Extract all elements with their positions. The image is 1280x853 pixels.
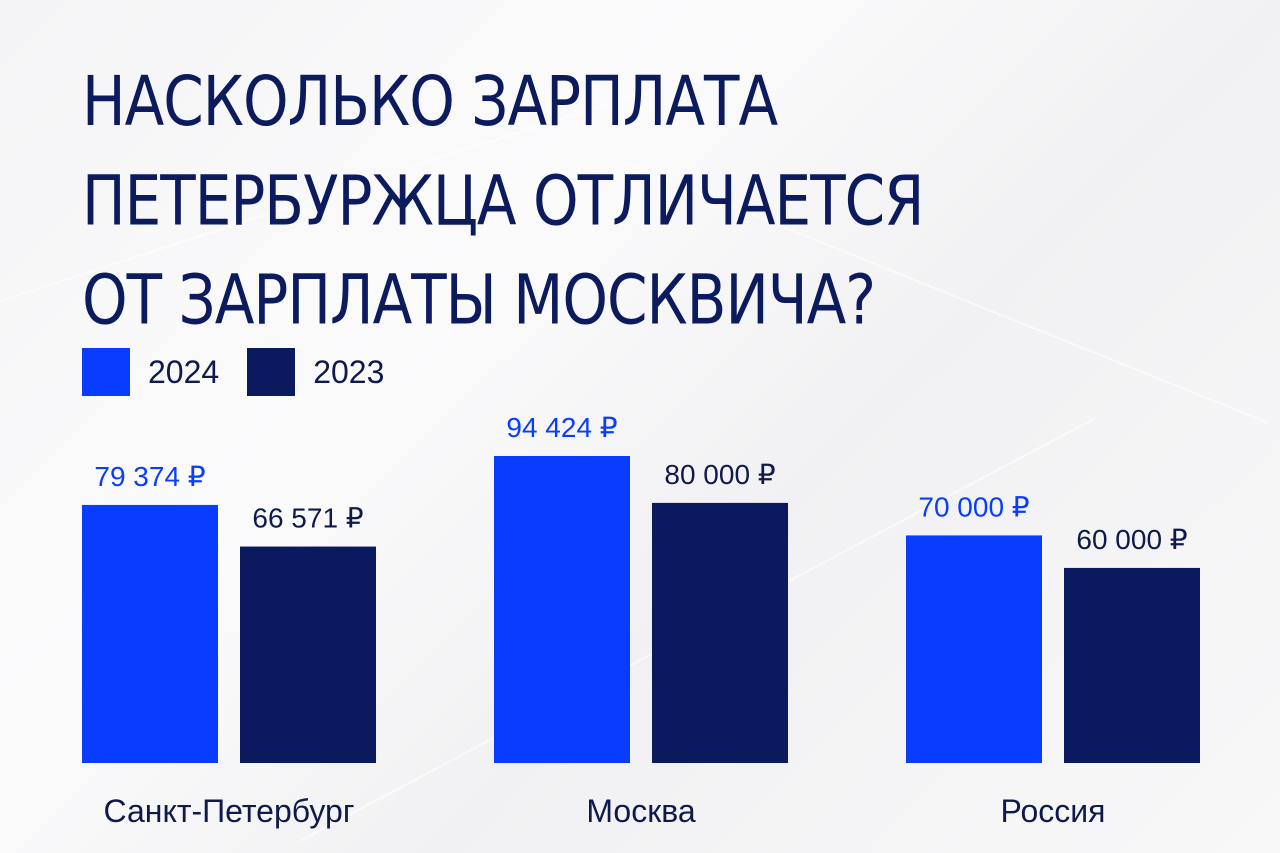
legend-label-2024: 2024 [148,353,220,390]
value-label-moscow-2024: 94 424 ₽ [506,412,617,443]
value-label-russia-2023: 60 000 ₽ [1076,524,1187,555]
bar-russia-2024 [906,535,1042,763]
legend-item-2024: 2024 [82,348,219,396]
legend-item-2023: 2023 [247,348,384,396]
legend-swatch-2023 [247,348,296,396]
category-label-spb: Санкт-Петербург [104,793,355,829]
bar-spb-2023 [240,546,376,763]
legend-swatch-2024 [82,348,130,396]
value-label-russia-2024: 70 000 ₽ [918,491,1029,522]
title-line-2: ПЕТЕРБУРЖЦА ОТЛИЧАЕТСЯ [82,160,924,241]
bar-russia-2023 [1064,567,1200,763]
value-label-moscow-2023: 80 000 ₽ [664,459,775,490]
bar-spb-2024 [82,504,218,763]
bar-moscow-2023 [652,502,788,763]
legend-label-2023: 2023 [313,353,385,390]
legend: 2024 2023 [82,348,412,396]
title-line-3: ОТ ЗАРПЛАТЫ МОСКВИЧА? [82,259,876,340]
category-label-russia: Россия [1001,793,1106,829]
category-label-moscow: Москва [586,793,695,829]
bar-moscow-2024 [494,456,630,763]
chart-title: НАСКОЛЬКО ЗАРПЛАТА ПЕТЕРБУРЖЦА ОТЛИЧАЕТС… [82,52,924,349]
value-label-spb-2024: 79 374 ₽ [94,461,205,492]
title-line-1: НАСКОЛЬКО ЗАРПЛАТА [82,61,778,142]
value-label-spb-2023: 66 571 ₽ [252,503,363,534]
